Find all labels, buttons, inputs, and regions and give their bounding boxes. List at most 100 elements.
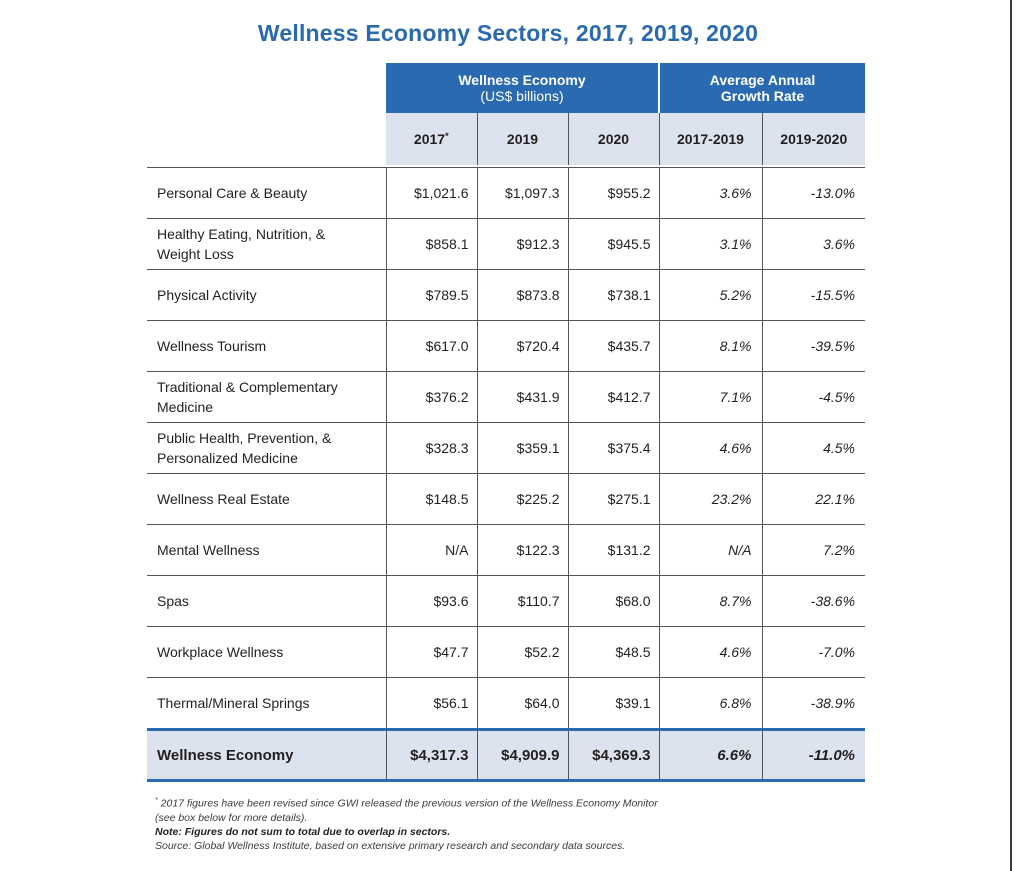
value-2019: $1,097.3 [476,167,568,219]
growth-2019-2020: -15.5% [761,269,866,321]
column-header-2017: 2017* [386,113,477,165]
total-growth-2017-2019: 6.6% [658,728,762,782]
revised-note: * 2017 figures have been revised since G… [155,797,658,810]
growth-2019-2020: -13.0% [761,167,866,219]
value-2017: $789.5 [385,269,477,321]
value-2020: $68.0 [567,575,659,627]
growth-2019-2020: 3.6% [761,218,866,270]
sector-label-line: Weight Loss [157,246,234,262]
value-2019: $912.3 [476,218,568,270]
sector-label-line: Workplace Wellness [157,644,284,660]
growth-2019-2020: 4.5% [761,422,866,474]
growth-2017-2019: N/A [658,524,762,576]
sector-label-line: Public Health, Prevention, & [157,430,332,446]
value-2019: $225.2 [476,473,568,525]
sector-label-line: Mental Wellness [157,542,260,558]
value-2017: $93.6 [385,575,477,627]
sector-label-line: Wellness Tourism [157,338,267,354]
revised-note-cont: (see box below for more details). [155,811,308,824]
value-2017: $376.2 [385,371,477,423]
sector-label: Workplace Wellness [147,626,386,678]
value-2017: $617.0 [385,320,477,372]
sector-label: Wellness Real Estate [147,473,386,525]
value-2019: $873.8 [476,269,568,321]
value-2020: $955.2 [567,167,659,219]
value-2017: $148.5 [385,473,477,525]
growth-2019-2020: -7.0% [761,626,866,678]
value-2020: $435.7 [567,320,659,372]
total-growth-2019-2020: -11.0% [761,728,866,782]
sector-label: Public Health, Prevention, & Personalized… [147,422,386,474]
header-group1-sub: (US$ billions) [480,88,564,104]
sector-label-line: Medicine [157,399,214,415]
header-group1-title: Wellness Economy [458,72,586,88]
growth-2019-2020: 22.1% [761,473,866,525]
value-2017: N/A [385,524,477,576]
value-2019: $64.0 [476,677,568,730]
sector-label: Thermal/Mineral Springs [147,677,386,730]
sector-label: Physical Activity [147,269,386,321]
table-row: Public Health, Prevention, & Personalized… [147,422,866,474]
table-row: Mental Wellness N/A $122.3 $131.2 N/A 7.2% [147,524,866,576]
growth-2017-2019: 4.6% [658,626,762,678]
sector-label-line: Personalized Medicine [157,450,298,466]
sector-label-line: Personal Care & Beauty [157,185,308,201]
source-note: Source: Global Wellness Institute, based… [155,839,626,852]
value-2020: $131.2 [567,524,659,576]
value-2020: $412.7 [567,371,659,423]
value-2020: $48.5 [567,626,659,678]
header-group-row: Wellness Economy (US$ billions) Average … [147,63,866,113]
total-2020: $4,369.3 [567,728,659,782]
table-row: Thermal/Mineral Springs $56.1 $64.0 $39.1 6.… [147,677,866,730]
table-row: Personal Care & Beauty $1,021.6 $1,097.3 $9… [147,167,866,219]
value-2020: $275.1 [567,473,659,525]
header-group2-title-line1: Average Annual [709,72,816,88]
page-title: Wellness Economy Sectors, 2017, 2019, 20… [257,20,759,46]
sector-label-line: Spas [157,593,189,609]
value-2019: $359.1 [476,422,568,474]
sector-label: Healthy Eating, Nutrition, & Weight Loss [147,218,386,270]
page-edge-rule [1010,0,1012,871]
column-header-growth-2017-2019: 2017-2019 [658,113,762,165]
value-2017: $1,021.6 [385,167,477,219]
growth-2017-2019: 8.7% [658,575,762,627]
overlap-note: Note: Figures do not sum to total due to… [155,825,451,838]
value-2019: $720.4 [476,320,568,372]
table-row: Traditional & Complementary Medicine $376.… [147,371,866,423]
value-2017: $328.3 [385,422,477,474]
total-2017: $4,317.3 [385,728,477,782]
value-2017: $56.1 [385,677,477,730]
column-header-growth-2019-2020: 2019-2020 [761,113,866,165]
column-header-2019: 2019 [476,113,568,165]
value-2019: $431.9 [476,371,568,423]
growth-2019-2020: -39.5% [761,320,866,372]
sector-label-line: Physical Activity [157,287,257,303]
growth-2017-2019: 5.2% [658,269,762,321]
footnotes: * 2017 figures have been revised since G… [155,794,795,853]
header-empty-cell [147,63,386,113]
header-group-growth-rate: Average Annual Growth Rate [657,63,866,113]
table-row: Spas $93.6 $110.7 $68.0 8.7% -38.6% [147,575,866,627]
growth-2017-2019: 8.1% [658,320,762,372]
growth-2017-2019: 4.6% [658,422,762,474]
table-row: Workplace Wellness $47.7 $52.2 $48.5 4.6% -7.… [147,626,866,678]
value-2020: $375.4 [567,422,659,474]
value-2017: $858.1 [385,218,477,270]
total-2019: $4,909.9 [476,728,568,782]
growth-2019-2020: -38.9% [761,677,866,730]
header-empty-cell-2 [147,113,386,165]
growth-2017-2019: 6.8% [658,677,762,730]
sector-label-line: Traditional & Complementary [157,379,338,395]
table-row: Wellness Tourism $617.0 $720.4 $435.7 8.1% -3… [147,320,866,372]
header-group2-title-line2: Growth Rate [720,88,805,104]
growth-2017-2019: 3.1% [658,218,762,270]
value-2019: $122.3 [476,524,568,576]
table-body: Personal Care & Beauty $1,021.6 $1,097.3 $9… [147,167,866,782]
value-2020: $39.1 [567,677,659,730]
value-2019: $52.2 [476,626,568,678]
sector-label: Mental Wellness [147,524,386,576]
sector-label: Wellness Tourism [147,320,386,372]
wellness-economy-table: Wellness Economy (US$ billions) Average … [147,63,866,782]
sector-label: Spas [147,575,386,627]
total-label: Wellness Economy [147,728,386,782]
